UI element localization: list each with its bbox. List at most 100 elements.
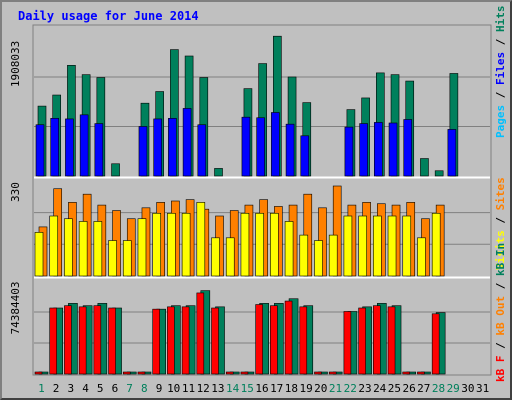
kb-f-bar (225, 371, 234, 375)
kb-f-bar (181, 306, 190, 375)
visits-bar (314, 240, 323, 277)
day-label: 24 (373, 382, 387, 395)
visits-bar (387, 215, 397, 277)
legend-separator: / (494, 32, 507, 52)
visits-bar-fill (255, 212, 264, 277)
day-label: 17 (270, 382, 283, 395)
kb-f-bar-fill (137, 371, 146, 375)
files-bar-fill (182, 108, 192, 177)
visits-bar-fill (108, 240, 117, 277)
kb-f-bar-fill (314, 371, 322, 375)
day-label: 31 (476, 382, 489, 395)
kb-f-bar (108, 307, 116, 375)
visits-bar (240, 212, 250, 277)
legend-sites-visits: Visits / Sites (494, 177, 507, 270)
visits-bar-fill (137, 218, 147, 277)
day-label: 16 (255, 382, 268, 395)
day-label: 13 (211, 382, 224, 395)
day-label: 15 (241, 382, 254, 395)
files-bar (94, 123, 104, 177)
files-bar-fill (65, 118, 74, 177)
hits-bar-fill (420, 158, 429, 177)
hits-bar-fill (111, 163, 120, 177)
files-bar (300, 135, 310, 177)
legend-item: Pages (494, 105, 507, 138)
day-label: 9 (156, 382, 163, 395)
files-bar (79, 114, 89, 177)
day-label: 7 (126, 382, 133, 395)
files-bar (182, 108, 192, 177)
visits-bar-fill (387, 215, 397, 277)
day-label: 29 (447, 382, 460, 395)
visits-bar-fill (34, 232, 44, 277)
legend-separator: / (494, 276, 507, 296)
visits-bar (255, 212, 264, 277)
visits-bar (328, 234, 338, 277)
plot-frame (32, 24, 492, 376)
visits-bar (167, 212, 176, 277)
files-bar-fill (35, 124, 45, 177)
kb-f-bar (417, 371, 425, 375)
chart-title: Daily usage for June 2014 (18, 9, 199, 23)
legend-item: Files (494, 52, 507, 85)
visits-bar (343, 215, 353, 277)
visits-bar (181, 212, 191, 277)
visits-bar-fill (284, 221, 294, 277)
kb-f-bar-fill (196, 292, 205, 375)
day-label: 3 (67, 382, 74, 395)
files-bar (403, 119, 413, 177)
files-bar-fill (388, 122, 398, 177)
day-label: 6 (112, 382, 119, 395)
day-label: 20 (314, 382, 327, 395)
visits-bar-fill (299, 234, 309, 277)
visits-bar-fill (93, 221, 103, 277)
files-bar-fill (359, 123, 368, 177)
visits-bar-fill (167, 212, 176, 277)
files-bar-fill (256, 117, 265, 177)
files-bar-fill (138, 126, 148, 177)
visits-bar (284, 221, 294, 277)
legend-item: kB In (494, 243, 507, 276)
day-label: 18 (285, 382, 298, 395)
kb-f-bar-fill (431, 313, 440, 375)
visits-bar (152, 212, 161, 277)
files-bar (50, 118, 60, 177)
kb-f-bar (64, 305, 72, 375)
legend-item: kB F (494, 356, 507, 383)
day-label: 5 (97, 382, 104, 395)
kb-f-bar (358, 307, 366, 375)
kb-f-bar-fill (181, 306, 190, 375)
visits-bar (64, 218, 73, 277)
files-bar-fill (79, 114, 89, 177)
legend-kb-text: kB F / kB Out / kB In (494, 243, 507, 382)
visits-bar (93, 221, 103, 277)
kb-f-bar (240, 371, 249, 375)
visits-bar (270, 212, 279, 277)
files-bar-fill (271, 112, 280, 177)
panel1-ymax-label: 1908033 (9, 41, 22, 87)
kb-f-bar (387, 306, 396, 375)
files-bar-fill (50, 118, 60, 177)
panel3-ymax-label: 74384403 (9, 282, 22, 335)
kb-f-bar (284, 300, 293, 375)
day-label: 25 (388, 382, 401, 395)
kb-f-bar (196, 292, 205, 375)
visits-bar (78, 221, 88, 277)
visits-bar (417, 237, 426, 277)
files-bar (138, 126, 148, 177)
files-bar (168, 118, 177, 177)
visits-bar (373, 215, 382, 277)
kb-f-bar-fill (49, 307, 58, 375)
files-bar (374, 122, 383, 177)
files-bar (447, 129, 457, 177)
kb-f-bar (78, 306, 87, 375)
kb-f-bar-fill (299, 306, 308, 375)
kb-f-bar-fill (34, 371, 43, 375)
day-label: 23 (358, 382, 371, 395)
files-bar (197, 124, 207, 177)
visits-bar (211, 237, 220, 277)
files-bar (256, 117, 265, 177)
kb-f-bar-fill (387, 306, 396, 375)
visits-bar-fill (270, 212, 279, 277)
